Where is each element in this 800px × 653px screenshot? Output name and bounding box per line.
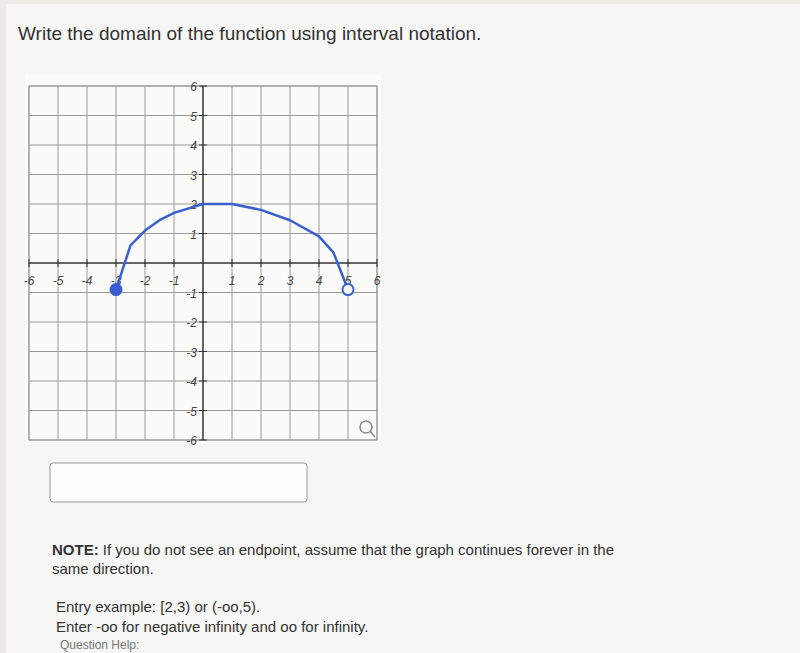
y-tick xyxy=(199,322,207,323)
x-tick-label: 6 xyxy=(374,274,381,288)
note-line: NOTE: If you do not see an endpoint, ass… xyxy=(52,541,614,558)
y-tick-label: 3 xyxy=(190,169,197,183)
y-tick xyxy=(199,86,207,87)
grid-line xyxy=(348,86,349,440)
x-tick-label: -5 xyxy=(53,274,64,288)
grid-line xyxy=(29,322,377,323)
note-text: same direction. xyxy=(52,560,154,577)
open-endpoint xyxy=(343,284,354,295)
x-tick xyxy=(58,259,59,267)
entry-help: Enter -oo for negative infinity and oo f… xyxy=(56,618,368,635)
x-tick xyxy=(174,259,175,267)
grid-line xyxy=(29,292,377,293)
y-tick xyxy=(199,381,207,382)
closed-endpoint xyxy=(111,284,122,295)
grid-line xyxy=(29,174,377,175)
grid-line xyxy=(29,381,377,382)
y-tick xyxy=(199,410,207,411)
x-tick xyxy=(348,259,349,267)
y-tick-label: 1 xyxy=(190,228,197,242)
y-tick xyxy=(199,115,207,116)
grid-line xyxy=(174,86,175,440)
x-tick xyxy=(261,259,262,267)
plot-frame xyxy=(29,86,377,440)
x-tick xyxy=(319,259,320,267)
y-tick xyxy=(199,292,207,293)
grid-line xyxy=(116,86,117,440)
x-tick-label: 2 xyxy=(257,274,265,288)
x-tick-label: 4 xyxy=(316,274,323,288)
question-help: Question Help: xyxy=(60,638,139,652)
y-tick-label: 6 xyxy=(190,80,197,94)
x-tick-label: -6 xyxy=(24,274,35,288)
x-tick xyxy=(87,259,88,267)
zoom-icon[interactable] xyxy=(360,421,375,437)
x-tick-label: 3 xyxy=(287,274,294,288)
x-tick xyxy=(377,259,378,267)
y-tick xyxy=(199,145,207,146)
x-tick-label: -1 xyxy=(169,274,180,288)
y-tick-label: -1 xyxy=(186,287,197,301)
grid-line xyxy=(145,86,146,440)
y-axis xyxy=(202,86,204,440)
grid-line xyxy=(261,86,262,440)
y-tick-label: 5 xyxy=(190,110,197,124)
series-group xyxy=(111,204,354,295)
grid-line xyxy=(29,145,377,146)
y-tick-label: -4 xyxy=(186,375,197,389)
grid-line xyxy=(319,86,320,440)
x-tick xyxy=(116,259,117,267)
y-tick-label: -6 xyxy=(186,434,197,448)
x-tick xyxy=(29,259,30,267)
note-text: If you do not see an endpoint, assume th… xyxy=(99,541,614,558)
grid-line xyxy=(232,86,233,440)
grid xyxy=(29,86,377,440)
x-tick xyxy=(232,259,233,267)
y-tick-label: -3 xyxy=(186,346,197,360)
plot-background xyxy=(25,74,381,444)
y-tick xyxy=(199,440,207,441)
x-tick xyxy=(290,259,291,267)
x-tick xyxy=(145,259,146,267)
x-tick-label: -4 xyxy=(82,274,93,288)
note-label: NOTE: xyxy=(52,541,99,558)
grid-line xyxy=(29,115,377,116)
background xyxy=(0,0,800,653)
function-curve xyxy=(116,204,348,290)
grid-line xyxy=(58,86,59,440)
y-tick-label: 4 xyxy=(190,139,197,153)
y-tick-label: -5 xyxy=(186,405,197,419)
entry-example: Entry example: [2,3) or (-oo,5). xyxy=(56,598,260,615)
grid-line xyxy=(29,410,377,411)
screen xyxy=(6,4,800,653)
grid-line xyxy=(290,86,291,440)
x-tick-label: -2 xyxy=(140,274,151,288)
page: Write the domain of the function using i… xyxy=(0,0,800,653)
y-tick-label: -2 xyxy=(186,316,197,330)
y-tick xyxy=(199,233,207,234)
grid-line xyxy=(29,233,377,234)
x-tick-label: 1 xyxy=(229,274,236,288)
question: Write the domain of the function using i… xyxy=(18,23,481,44)
y-tick xyxy=(199,351,207,352)
y-tick xyxy=(199,174,207,175)
answer-input[interactable] xyxy=(50,463,307,502)
grid-line xyxy=(87,86,88,440)
grid-line xyxy=(29,351,377,352)
